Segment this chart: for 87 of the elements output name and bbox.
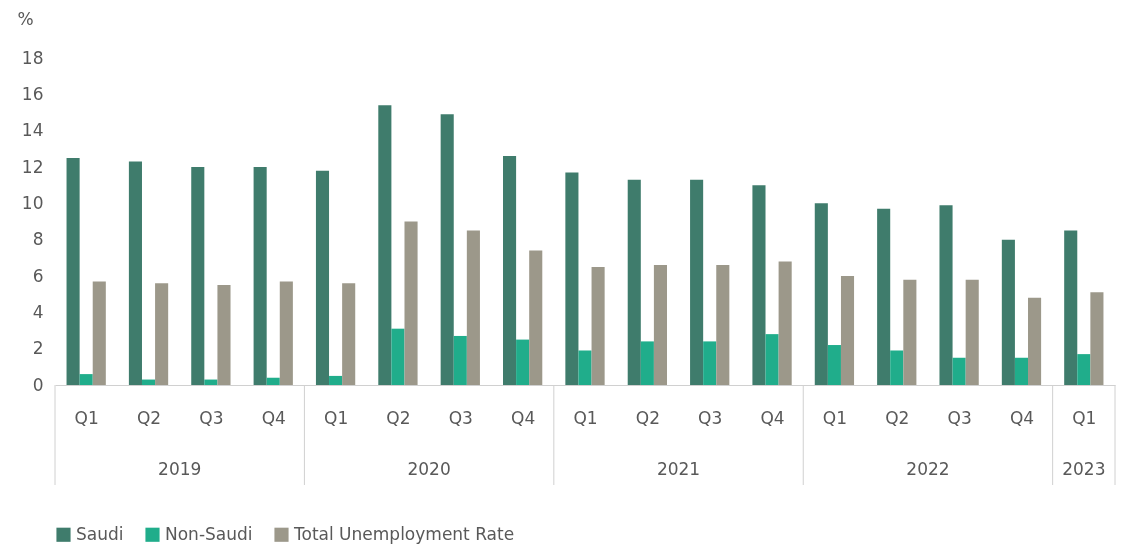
bar [1077,354,1091,385]
bar [814,203,828,385]
y-tick-label: 4 [32,301,44,322]
y-tick-label: 14 [21,120,44,141]
y-tick-label: 0 [32,374,44,395]
bar [253,167,267,385]
bar [79,374,93,385]
bar [578,350,592,385]
text: 2023 [1062,459,1106,479]
bar [1014,357,1029,385]
text: 2022 [906,459,950,479]
y-tick-label: 6 [32,265,44,286]
x-tick-label: Q1 [1072,407,1097,428]
x-tick-label: Q4 [511,407,536,428]
bar [404,221,418,385]
text: 2021 [656,459,701,479]
x-tick-label: Q2 [386,407,411,428]
bar [342,283,356,385]
x-tick-label: Q4 [261,407,286,428]
bar [266,377,280,385]
bar [516,339,530,385]
bar [640,341,654,385]
bar [591,266,605,385]
text: 2020 [407,459,451,479]
x-tick-label: Q4 [760,407,785,428]
bar [128,161,142,385]
bar [965,279,979,385]
x-tick-label: Q3 [947,407,972,428]
bar [1064,230,1078,385]
x-tick-label: Q1 [323,407,349,428]
bar [529,250,543,385]
bar [627,179,641,385]
y-tick-label: 12 [21,156,44,177]
bar [92,281,106,385]
bar [217,285,231,385]
bar [703,341,717,385]
x-tick-label: Q3 [698,407,723,428]
bar [1090,292,1104,385]
legend-label: Saudi [76,523,124,544]
legend-label: Non-Saudi [165,523,253,544]
bar [653,265,667,385]
bar [765,334,779,385]
bar [155,283,169,385]
x-tick-label: Q1 [573,407,598,428]
y-tick-label: 18 [21,47,44,68]
bar [903,279,917,385]
bar [378,105,392,385]
x-tick-label: Q3 [199,407,224,428]
bar [565,172,579,385]
bar [391,328,405,385]
bar [778,261,792,385]
bar [466,230,480,385]
bar [453,335,467,385]
bar [716,265,730,385]
bar [191,167,205,385]
bar [315,170,330,385]
bar [890,350,904,385]
x-tick-label: Q1 [74,407,99,428]
y-tick-label: 8 [32,229,44,250]
y-tick-label: 16 [21,83,44,104]
text: 2019 [158,459,202,479]
bar [141,379,156,385]
x-tick-label: Q2 [635,407,660,428]
legend-label: Total Unemployment Rate [293,523,515,544]
bar [279,281,293,385]
bar [440,114,454,385]
y-tick-label: 2 [32,338,44,359]
x-tick-label: Q2 [885,407,910,428]
bar [204,379,218,385]
x-tick-label: Q4 [1009,407,1035,428]
bar [752,185,766,385]
x-tick-label: Q3 [448,407,473,428]
bar [952,357,966,385]
bar [877,208,891,385]
bar [503,156,517,385]
bar [1028,297,1042,385]
y-tick-label: 10 [21,192,44,213]
bar [329,375,343,385]
bar [690,179,704,385]
bar [840,276,855,385]
y-axis-title: % [17,8,34,29]
bar [827,345,841,385]
bar [66,157,80,385]
bar [1001,239,1015,385]
x-tick-label: Q2 [136,407,162,428]
x-tick-label: Q1 [822,407,848,428]
bar [939,205,953,385]
